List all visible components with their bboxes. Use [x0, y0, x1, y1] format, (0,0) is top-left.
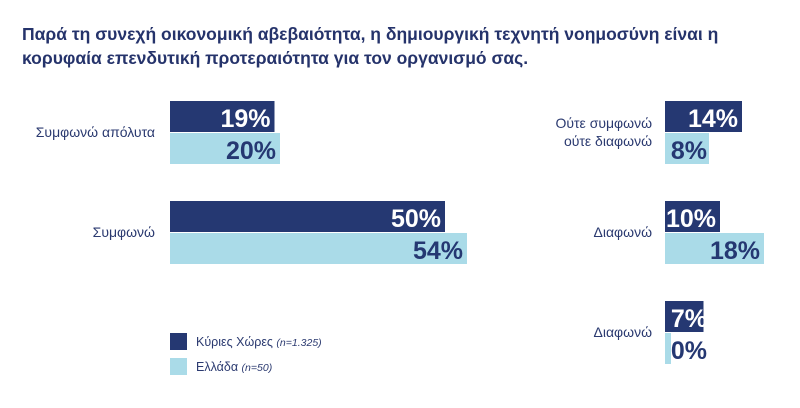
bar-main-countries: [170, 101, 275, 132]
data-label: 50%: [391, 205, 441, 233]
legend-swatch: [170, 358, 187, 375]
data-label: 10%: [666, 205, 716, 233]
chart-title: Παρά τη συνεχή οικονομική αβεβαιότητα, η…: [22, 24, 719, 68]
data-label: 7%: [671, 305, 707, 333]
bar-main-countries: [665, 301, 704, 332]
data-label: 18%: [710, 237, 760, 265]
data-label: 54%: [413, 237, 463, 265]
legend-series-name: Κύριες Χώρες: [196, 335, 276, 349]
data-label: 0%: [671, 337, 707, 365]
data-label: 8%: [671, 137, 707, 165]
legend-sample-size: (n=1.325): [276, 337, 321, 349]
bar-greece: [665, 233, 764, 264]
data-label: 14%: [688, 105, 738, 133]
category-label: Συμφωνώ: [93, 224, 155, 240]
legend-swatch: [170, 333, 187, 350]
category-label: Συμφωνώ απόλυτα: [36, 124, 155, 140]
data-label: 19%: [220, 105, 270, 133]
bar-main-countries: [665, 201, 720, 232]
legend-series-name: Ελλάδα: [196, 360, 242, 374]
bar-greece: [170, 133, 280, 164]
legend-label: Ελλάδα (n=50): [196, 360, 272, 374]
category-label: Διαφωνώ: [594, 324, 653, 340]
bar-greece: [170, 233, 467, 264]
bar-greece: [665, 333, 671, 364]
legend-label: Κύριες Χώρες (n=1.325): [196, 335, 322, 349]
category-label: ούτε διαφωνώ: [564, 133, 652, 149]
bar-main-countries: [665, 101, 742, 132]
bar-main-countries: [170, 201, 445, 232]
category-label: Διαφωνώ: [594, 224, 653, 240]
data-label: 20%: [226, 137, 276, 165]
bar-greece: [665, 133, 709, 164]
legend-sample-size: (n=50): [242, 362, 273, 374]
category-label: Ούτε συμφωνώ: [555, 115, 652, 131]
